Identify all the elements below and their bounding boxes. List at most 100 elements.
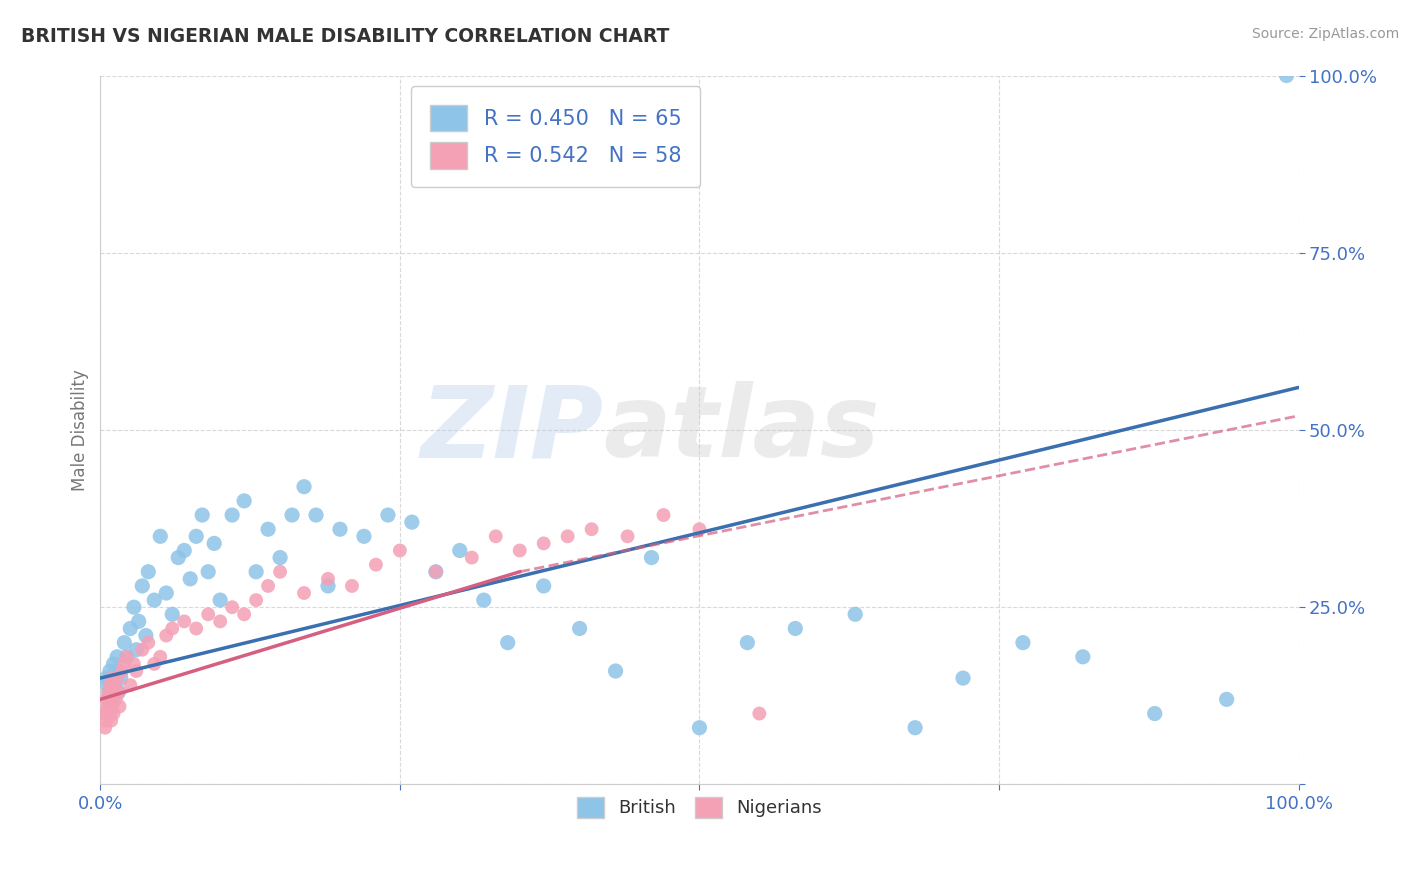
Point xyxy=(461,550,484,565)
Point xyxy=(96,706,118,721)
Point xyxy=(107,685,129,699)
Point xyxy=(131,579,153,593)
Y-axis label: Male Disability: Male Disability xyxy=(72,369,89,491)
Point xyxy=(112,657,135,671)
Point xyxy=(135,629,157,643)
Point xyxy=(292,586,315,600)
Point xyxy=(100,714,122,728)
Point xyxy=(191,508,214,522)
Point xyxy=(353,529,375,543)
Point xyxy=(281,508,304,522)
Point xyxy=(93,706,115,721)
Point xyxy=(257,579,280,593)
Point xyxy=(1275,69,1298,83)
Point xyxy=(197,607,219,622)
Point xyxy=(120,622,142,636)
Legend: British, Nigerians: British, Nigerians xyxy=(569,789,830,825)
Point xyxy=(96,678,118,692)
Point xyxy=(136,635,159,649)
Text: atlas: atlas xyxy=(603,382,880,478)
Point xyxy=(173,543,195,558)
Point xyxy=(605,664,627,678)
Point xyxy=(100,692,122,706)
Point xyxy=(186,622,208,636)
Point xyxy=(110,671,132,685)
Point xyxy=(581,522,603,536)
Point xyxy=(143,657,166,671)
Point xyxy=(292,480,315,494)
Point xyxy=(96,714,118,728)
Point xyxy=(120,678,142,692)
Point xyxy=(568,622,591,636)
Point xyxy=(688,522,710,536)
Point xyxy=(233,607,256,622)
Point xyxy=(96,692,118,706)
Point xyxy=(616,529,638,543)
Text: BRITISH VS NIGERIAN MALE DISABILITY CORRELATION CHART: BRITISH VS NIGERIAN MALE DISABILITY CORR… xyxy=(21,27,669,45)
Point xyxy=(472,593,495,607)
Point xyxy=(233,494,256,508)
Point xyxy=(425,565,447,579)
Point xyxy=(167,550,190,565)
Point xyxy=(557,529,579,543)
Point xyxy=(100,692,122,706)
Point xyxy=(98,664,121,678)
Point xyxy=(364,558,387,572)
Point xyxy=(155,629,177,643)
Point xyxy=(122,657,145,671)
Point xyxy=(316,572,339,586)
Point xyxy=(103,685,125,699)
Point xyxy=(209,615,232,629)
Point xyxy=(485,529,508,543)
Point xyxy=(104,692,127,706)
Point xyxy=(340,579,363,593)
Point xyxy=(107,685,129,699)
Point xyxy=(186,529,208,543)
Text: Source: ZipAtlas.com: Source: ZipAtlas.com xyxy=(1251,27,1399,41)
Point xyxy=(449,543,471,558)
Point xyxy=(101,671,124,685)
Point xyxy=(155,586,177,600)
Point xyxy=(149,649,172,664)
Point xyxy=(103,657,125,671)
Point xyxy=(269,550,291,565)
Point xyxy=(509,543,531,558)
Point xyxy=(101,671,124,685)
Point xyxy=(269,565,291,579)
Point xyxy=(136,565,159,579)
Point xyxy=(245,565,267,579)
Point xyxy=(1012,635,1035,649)
Point xyxy=(105,671,128,685)
Point xyxy=(221,600,243,615)
Point xyxy=(104,664,127,678)
Point xyxy=(143,593,166,607)
Point xyxy=(1071,649,1094,664)
Point xyxy=(128,615,150,629)
Point xyxy=(785,622,807,636)
Point xyxy=(97,685,120,699)
Point xyxy=(112,635,135,649)
Point xyxy=(388,543,411,558)
Point xyxy=(97,685,120,699)
Point xyxy=(125,642,148,657)
Point xyxy=(173,615,195,629)
Point xyxy=(688,721,710,735)
Point xyxy=(108,699,131,714)
Point xyxy=(104,678,127,692)
Point xyxy=(401,515,423,529)
Point xyxy=(748,706,770,721)
Point xyxy=(737,635,759,649)
Point xyxy=(162,607,184,622)
Point xyxy=(101,699,124,714)
Point xyxy=(98,706,121,721)
Point xyxy=(149,529,172,543)
Point xyxy=(329,522,352,536)
Point xyxy=(652,508,675,522)
Point xyxy=(122,600,145,615)
Point xyxy=(1215,692,1237,706)
Point xyxy=(162,622,184,636)
Point xyxy=(202,536,225,550)
Point xyxy=(425,565,447,579)
Text: ZIP: ZIP xyxy=(420,382,603,478)
Point xyxy=(103,706,125,721)
